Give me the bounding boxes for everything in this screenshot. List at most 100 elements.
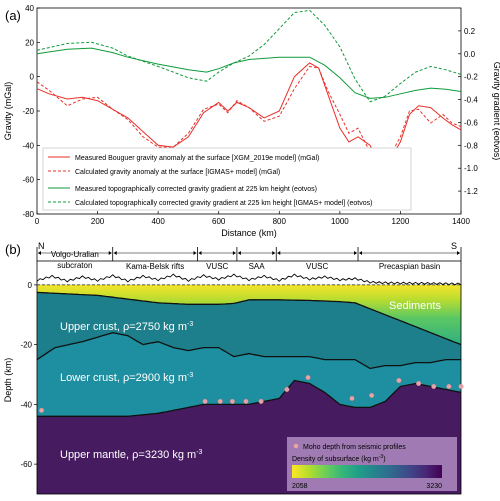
- y-tick-label: -40: [22, 141, 34, 150]
- legend-label-3: Measured topographically corrected gravi…: [75, 186, 317, 193]
- series-line-3: [36, 47, 462, 99]
- province-arrow-left: [198, 251, 202, 255]
- province-label: VUSC: [306, 262, 328, 271]
- moho-point: [39, 407, 45, 413]
- upper-mantle-label: Upper mantle, ρ=3230 kg m-3: [60, 449, 203, 461]
- province-arrow-right: [193, 251, 197, 255]
- series-line-1: [36, 62, 462, 169]
- province-arrow-left: [277, 251, 281, 255]
- topography-line: [36, 273, 462, 286]
- y-right-tick-label: -0.4: [464, 96, 478, 105]
- y-tick-label: 0: [30, 73, 35, 82]
- colorbar-title-end: ): [383, 456, 385, 463]
- colorbar-title: Density of subsurface (kg m-3): [292, 454, 386, 463]
- series-line-4: [36, 9, 462, 103]
- panel-b: (b) 0 -20 -40 -60 Volgo-Uralian subcraton Kama…: [3, 241, 464, 495]
- y-tick-label: 40: [25, 4, 34, 13]
- unit-superscript: -3: [196, 449, 202, 456]
- colorbar-max-label: 3230: [426, 483, 442, 490]
- y-tick-label: -60: [22, 176, 34, 185]
- layer-upper-crust: [37, 284, 461, 369]
- layer-boundary-1: [36, 291, 462, 346]
- moho-point: [217, 398, 223, 404]
- province-arrow-right: [108, 251, 112, 255]
- moho-point: [229, 398, 235, 404]
- moho-point: [416, 380, 422, 386]
- legend-box: [42, 147, 412, 211]
- province-label: Precaspian basin: [379, 262, 440, 271]
- x-tick-label: 1400: [452, 217, 470, 226]
- moho-legend-swatch: [293, 443, 299, 449]
- province-arrow-right: [232, 251, 236, 255]
- colorbar-bar: [292, 465, 442, 478]
- panel-a-xlabel: Distance (km): [221, 228, 277, 238]
- x-tick-label: 1000: [331, 217, 349, 226]
- province-arrow-right: [272, 251, 276, 255]
- upper-crust-label: Upper crust, ρ=2750 kg m-3: [60, 321, 193, 333]
- moho-point: [349, 395, 355, 401]
- x-tick-label: 400: [151, 217, 165, 226]
- depth-tick-label: 0: [28, 281, 33, 290]
- y-right-tick-label: 0.0: [464, 50, 476, 59]
- province-arrow-left: [38, 251, 41, 255]
- unit-superscript: -3: [187, 372, 193, 379]
- moho-legend-label: Moho depth from seismic profiles: [303, 444, 406, 451]
- lower-crust-label: Lower crust, ρ=2900 kg m-3: [60, 372, 193, 384]
- legend-label-1: Measured Bouguer gravity anomaly at the …: [75, 155, 319, 162]
- province-label: SAA: [249, 262, 266, 271]
- x-tick-label: 800: [273, 217, 287, 226]
- y-right-tick-label: 0.2: [464, 27, 476, 36]
- depth-tick-label: -60: [20, 460, 32, 469]
- province-arrow-right: [354, 251, 358, 255]
- province-arrow-right: [457, 251, 460, 255]
- unit-superscript: -3: [187, 321, 193, 328]
- colorbar-min-label: 2058: [292, 483, 308, 490]
- panel-b-ylabel: Depth (km): [3, 358, 13, 403]
- province-arrow-left: [113, 251, 117, 255]
- south-label: S: [451, 241, 457, 251]
- moho-point: [284, 386, 290, 392]
- panel-a: (a) 0 200 400 600 800 1000 1200 1400-80-60-40-2…: [3, 4, 500, 238]
- province-label-line2: subcraton: [57, 261, 92, 270]
- layer-boundary-2: [36, 332, 461, 370]
- y-right-tick-label: -1.0: [464, 164, 478, 173]
- x-tick-label: 200: [91, 217, 105, 226]
- y-right-tick-label: -0.6: [464, 118, 478, 127]
- x-tick-label: 600: [212, 217, 226, 226]
- moho-point: [202, 398, 208, 404]
- panel-a-ylabel: Gravity (mGal): [3, 82, 13, 141]
- moho-point: [431, 383, 437, 389]
- y-right-tick-label: -1.2: [464, 187, 478, 196]
- y-tick-label: 20: [25, 38, 34, 47]
- depth-tick-label: -40: [20, 400, 32, 409]
- moho-point: [258, 398, 264, 404]
- unit-superscript: -3: [379, 454, 384, 460]
- panel-b-label: (b): [5, 242, 21, 257]
- y-right-tick-label: -0.2: [464, 73, 478, 82]
- x-tick-label: 1200: [392, 217, 410, 226]
- panel-a-ylabel-right: Gravity gradient (eotvos): [492, 62, 500, 161]
- moho-point: [458, 383, 464, 389]
- y-tick-label: -80: [22, 210, 34, 219]
- series-line-2: [36, 65, 462, 173]
- sediments-label: Sediments: [389, 300, 441, 312]
- x-tick-label: 0: [35, 217, 40, 226]
- colorbar-legend-box: [287, 437, 457, 491]
- y-right-tick-label: -0.8: [464, 141, 478, 150]
- depth-tick-label: -20: [20, 341, 32, 350]
- layer-boundary-3: [37, 379, 462, 417]
- panel-b-frame: [36, 260, 462, 495]
- moho-point: [446, 383, 452, 389]
- panel-a-legend: Measured Bouguer gravity anomaly at the …: [42, 147, 412, 211]
- moho-point: [369, 392, 375, 398]
- y-tick-label: -20: [22, 107, 34, 116]
- province-label: VUSC: [206, 262, 228, 271]
- province-arrow-left: [359, 251, 363, 255]
- province-label: Volgo-Uralian: [51, 250, 99, 259]
- legend-label-2: Calculated gravity anomaly at the surfac…: [75, 169, 280, 176]
- province-label: Kama-Belsk rifts: [126, 262, 184, 271]
- moho-point: [305, 375, 311, 381]
- moho-point: [396, 377, 402, 383]
- moho-point: [243, 398, 249, 404]
